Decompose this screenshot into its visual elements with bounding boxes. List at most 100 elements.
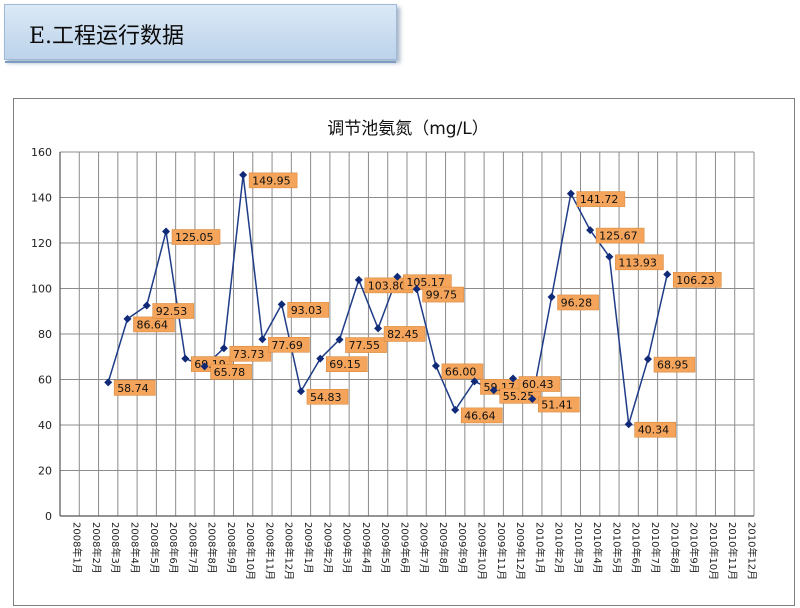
data-point (663, 270, 672, 279)
data-label: 93.03 (291, 304, 323, 317)
data-point (393, 272, 402, 281)
x-tick-label: 2009年9月 (456, 522, 469, 574)
x-tick-label: 2010年10月 (707, 522, 720, 580)
y-tick-label: 100 (31, 283, 52, 296)
section-title: E.工程运行数据 (29, 24, 185, 49)
data-label: 86.64 (136, 318, 168, 331)
data-point (296, 387, 305, 396)
x-tick-label: 2008年6月 (167, 522, 180, 574)
x-tick-label: 2008年7月 (186, 522, 199, 574)
x-tick-label: 2008年3月 (109, 522, 122, 574)
data-label: 60.43 (522, 378, 554, 391)
x-tick-label: 2009年5月 (379, 522, 392, 574)
data-label-box (383, 326, 426, 342)
data-label: 106.23 (676, 274, 715, 287)
data-point (200, 362, 209, 371)
data-label: 68.95 (657, 359, 689, 372)
data-label-box (325, 356, 368, 372)
y-tick-label: 0 (45, 510, 52, 523)
x-tick-label: 2010年4月 (591, 522, 604, 574)
data-point (374, 324, 383, 333)
data-point (277, 300, 286, 309)
data-label: 92.53 (156, 305, 188, 318)
data-label-box (287, 302, 329, 318)
data-label-box (460, 407, 503, 424)
data-label: 96.28 (561, 296, 593, 309)
data-label-box (595, 227, 645, 244)
data-label-box (268, 336, 310, 353)
x-tick-label: 2009年10月 (475, 522, 488, 580)
data-point (528, 395, 537, 404)
data-label-box (248, 172, 298, 189)
x-tick-label: 2009年11月 (495, 522, 508, 580)
data-label: 51.41 (541, 399, 573, 412)
data-label: 73.73 (233, 348, 265, 361)
data-label: 77.69 (271, 339, 303, 352)
x-tick-label: 2009年8月 (437, 522, 450, 574)
data-label: 55.25 (503, 390, 535, 403)
data-label-box (345, 337, 387, 353)
x-tick-label: 2010年12月 (745, 522, 758, 580)
x-tick-label: 2010年2月 (553, 522, 566, 574)
data-label: 65.78 (214, 366, 246, 379)
data-point (431, 361, 440, 370)
data-label-box (113, 380, 156, 396)
data-label-box (152, 303, 195, 319)
data-point (509, 374, 518, 383)
data-label-box (518, 376, 561, 392)
chart-title: 调节池氨氮（mg/L） (327, 119, 489, 139)
data-label: 149.95 (252, 174, 291, 187)
data-label: 77.55 (349, 339, 381, 352)
x-tick-label: 2009年6月 (398, 522, 411, 574)
x-tick-label: 2010年11月 (726, 522, 739, 580)
data-label: 69.15 (329, 358, 361, 371)
data-point (354, 275, 363, 284)
x-tick-label: 2008年1月 (71, 522, 84, 574)
data-label-box (615, 254, 664, 271)
data-point (104, 378, 113, 387)
y-tick-label: 60 (38, 374, 52, 387)
data-label: 66.00 (445, 365, 477, 378)
data-label: 113.93 (618, 256, 657, 269)
y-tick-label: 80 (38, 328, 52, 341)
data-label-box (229, 345, 272, 362)
x-tick-label: 2009年4月 (360, 522, 373, 574)
x-tick-label: 2008年12月 (283, 522, 296, 580)
x-tick-label: 2009年12月 (514, 522, 527, 580)
data-point (412, 285, 421, 294)
y-tick-label: 20 (38, 465, 52, 478)
data-point (316, 354, 325, 363)
x-tick-label: 2010年3月 (572, 522, 585, 574)
data-label: 99.75 (426, 289, 458, 302)
data-point (470, 377, 479, 386)
data-point (219, 344, 228, 353)
chart-frame (13, 98, 795, 606)
x-tick-label: 2008年4月 (128, 522, 141, 574)
x-tick-label: 2010年1月 (533, 522, 546, 574)
data-point (547, 292, 556, 301)
y-tick-label: 40 (38, 419, 52, 432)
x-tick-label: 2008年9月 (225, 522, 238, 574)
data-label-box (306, 388, 349, 405)
y-tick-label: 160 (31, 146, 52, 159)
data-point (643, 355, 652, 364)
data-label-box (653, 356, 696, 373)
y-tick-label: 120 (31, 237, 52, 250)
x-tick-label: 2008年2月 (90, 522, 103, 574)
x-tick-label: 2010年7月 (649, 522, 662, 574)
data-label: 141.72 (580, 193, 619, 206)
data-label-box (538, 396, 580, 413)
data-point (489, 386, 498, 395)
data-point (624, 420, 633, 429)
x-tick-label: 2009年1月 (302, 522, 315, 574)
x-tick-label: 2010年5月 (610, 522, 623, 574)
data-label-box (672, 272, 722, 288)
data-label-box (441, 363, 484, 380)
x-tick-label: 2008年10月 (244, 522, 257, 580)
data-point (451, 405, 460, 414)
section-header: E.工程运行数据 (4, 4, 397, 63)
data-point (605, 252, 614, 261)
data-label-box (634, 421, 676, 438)
data-label: 125.67 (599, 230, 638, 243)
